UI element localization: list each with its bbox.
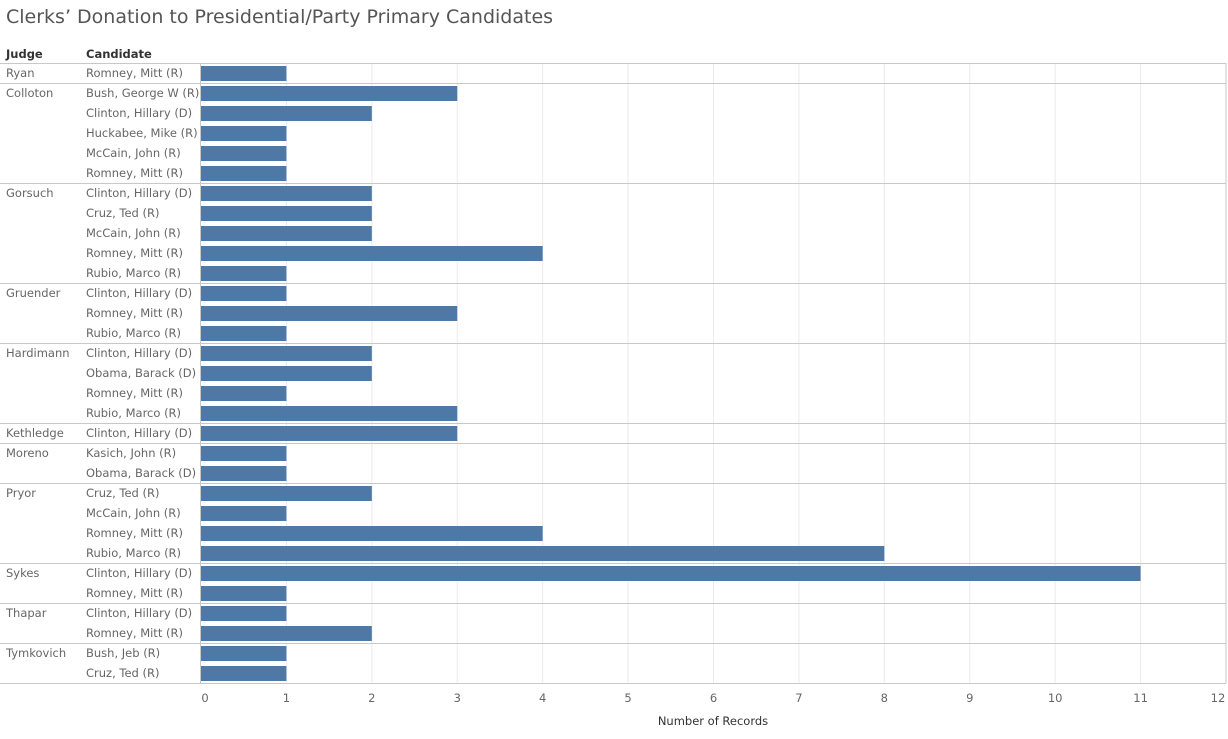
chart-title: Clerks’ Donation to Presidential/Party P…: [6, 6, 554, 28]
x-tick-label: 0: [201, 691, 208, 705]
bar: [201, 306, 458, 321]
judge-label: Ryan: [6, 66, 35, 80]
judge-label: Moreno: [6, 446, 49, 460]
candidate-label: Rubio, Marco (R): [86, 266, 181, 280]
bar: [201, 526, 543, 541]
candidate-label: Huckabee, Mike (R): [86, 126, 198, 140]
candidate-label: Obama, Barack (D): [86, 366, 196, 380]
candidate-label: Kasich, John (R): [86, 446, 176, 460]
candidate-label: Romney, Mitt (R): [86, 246, 183, 260]
judge-label: Thapar: [5, 606, 47, 620]
candidate-column-header: Candidate: [86, 47, 152, 61]
candidate-label: Romney, Mitt (R): [86, 386, 183, 400]
candidate-label: Clinton, Hillary (D): [86, 346, 192, 360]
candidate-label: Cruz, Ted (R): [86, 206, 159, 220]
judge-label: Sykes: [6, 566, 39, 580]
x-tick-label: 11: [1133, 691, 1148, 705]
x-tick-label: 9: [966, 691, 973, 705]
judge-label: Gruender: [6, 286, 61, 300]
x-tick-label: 5: [624, 691, 631, 705]
x-tick-label: 6: [710, 691, 717, 705]
candidate-label: Bush, Jeb (R): [86, 646, 160, 660]
bar: [201, 586, 287, 601]
bar: [201, 186, 372, 201]
bar: [201, 446, 287, 461]
judge-column-header: Judge: [6, 47, 43, 61]
bar: [201, 486, 372, 501]
bar: [201, 606, 287, 621]
x-tick-label: 1: [283, 691, 290, 705]
candidate-label: McCain, John (R): [86, 146, 181, 160]
x-tick-label: 8: [881, 691, 888, 705]
candidate-label: Romney, Mitt (R): [86, 526, 183, 540]
bar: [201, 286, 287, 301]
bar: [201, 166, 287, 181]
candidate-label: Romney, Mitt (R): [86, 306, 183, 320]
bar: [201, 226, 372, 241]
judge-label: Kethledge: [6, 426, 64, 440]
bar: [201, 266, 287, 281]
bar: [201, 206, 372, 221]
candidate-label: Obama, Barack (D): [86, 466, 196, 480]
bar: [201, 546, 885, 561]
x-tick-label: 7: [795, 691, 802, 705]
bar: [201, 646, 287, 661]
candidate-label: Cruz, Ted (R): [86, 486, 159, 500]
candidate-label: Romney, Mitt (R): [86, 586, 183, 600]
judge-label: Gorsuch: [6, 186, 54, 200]
candidate-label: Clinton, Hillary (D): [86, 606, 192, 620]
candidate-label: Rubio, Marco (R): [86, 326, 181, 340]
candidate-label: Romney, Mitt (R): [86, 166, 183, 180]
bar: [201, 666, 287, 681]
bar: [201, 86, 458, 101]
judge-label: Pryor: [6, 486, 36, 500]
x-tick-label: 4: [539, 691, 546, 705]
x-tick-label: 10: [1048, 691, 1063, 705]
bar: [201, 146, 287, 161]
bar: [201, 626, 372, 641]
bar: [201, 506, 287, 521]
judge-label: Colloton: [6, 86, 53, 100]
judge-label: Tymkovich: [5, 646, 66, 660]
candidate-label: Rubio, Marco (R): [86, 406, 181, 420]
x-tick-label: 2: [368, 691, 375, 705]
x-tick-label: 12: [1211, 691, 1226, 705]
bar: [201, 426, 458, 441]
bar: [201, 126, 287, 141]
bar: [201, 246, 543, 261]
x-tick-label: 3: [454, 691, 461, 705]
bar: [201, 566, 1141, 581]
candidate-label: Romney, Mitt (R): [86, 66, 183, 80]
bar: [201, 366, 372, 381]
judge-label: Hardimann: [6, 346, 70, 360]
bar: [201, 346, 372, 361]
candidate-label: Clinton, Hillary (D): [86, 106, 192, 120]
bar: [201, 106, 372, 121]
candidate-label: McCain, John (R): [86, 226, 181, 240]
bar: [201, 386, 287, 401]
candidate-label: Cruz, Ted (R): [86, 666, 159, 680]
bar: [201, 326, 287, 341]
bar: [201, 406, 458, 421]
candidate-label: Romney, Mitt (R): [86, 626, 183, 640]
candidate-label: Clinton, Hillary (D): [86, 286, 192, 300]
candidate-label: Clinton, Hillary (D): [86, 186, 192, 200]
candidate-label: Rubio, Marco (R): [86, 546, 181, 560]
candidate-label: Bush, George W (R): [86, 86, 199, 100]
bar: [201, 466, 287, 481]
candidate-label: Clinton, Hillary (D): [86, 566, 192, 580]
candidate-label: McCain, John (R): [86, 506, 181, 520]
x-axis-label: Number of Records: [657, 714, 769, 728]
candidate-label: Clinton, Hillary (D): [86, 426, 192, 440]
bar: [201, 66, 287, 81]
